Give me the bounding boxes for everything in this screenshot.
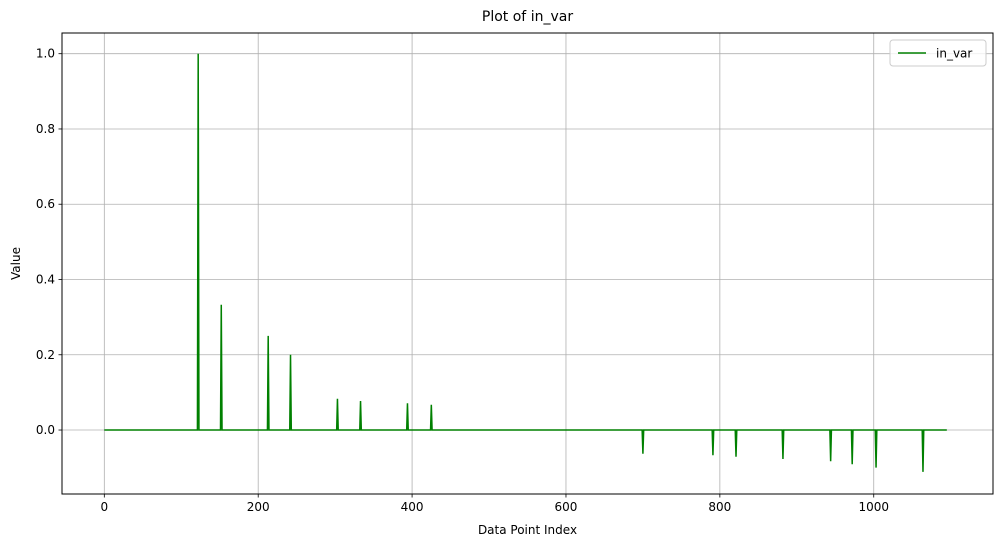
y-tick-label: 0.4 bbox=[36, 272, 55, 286]
data-point bbox=[922, 471, 923, 472]
plot-frame bbox=[61, 32, 994, 495]
x-tick-label: 200 bbox=[247, 500, 270, 514]
chart-title: Plot of in_var bbox=[482, 9, 573, 25]
x-tick-label: 0 bbox=[100, 500, 108, 514]
data-point bbox=[290, 354, 291, 355]
series-line-in-var bbox=[104, 53, 947, 472]
data-point bbox=[852, 464, 853, 465]
x-tick-label: 1000 bbox=[858, 500, 889, 514]
y-tick-label: 0.8 bbox=[36, 122, 55, 136]
data-point bbox=[735, 456, 736, 457]
data-point bbox=[337, 398, 338, 399]
data-point bbox=[712, 455, 713, 456]
y-tick-label: 0.6 bbox=[36, 197, 55, 211]
x-axis-ticks: 0 200 400 600 800 1000 bbox=[100, 494, 889, 514]
x-tick-label: 400 bbox=[401, 500, 424, 514]
data-point bbox=[782, 458, 783, 459]
data-point bbox=[198, 53, 199, 54]
data-point bbox=[642, 453, 643, 454]
x-tick-label: 800 bbox=[708, 500, 731, 514]
y-axis-label: Value bbox=[9, 247, 23, 280]
x-axis-label: Data Point Index bbox=[478, 523, 577, 537]
data-point bbox=[830, 461, 831, 462]
data-point bbox=[268, 335, 269, 336]
data-point bbox=[431, 404, 432, 405]
data-point bbox=[875, 467, 876, 468]
x-tick-label: 600 bbox=[555, 500, 578, 514]
legend-entry-in-var: in_var bbox=[936, 47, 972, 61]
legend: in_var bbox=[889, 39, 987, 67]
plot-series bbox=[104, 53, 947, 472]
legend-box bbox=[889, 39, 987, 67]
data-point bbox=[221, 304, 222, 305]
data-point bbox=[407, 403, 408, 404]
y-tick-label: 0.2 bbox=[36, 348, 55, 362]
y-axis-ticks: 0.0 0.2 0.4 0.6 0.8 1.0 bbox=[36, 47, 62, 437]
y-tick-label: 1.0 bbox=[36, 47, 55, 61]
data-point bbox=[360, 400, 361, 401]
y-tick-label: 0.0 bbox=[36, 423, 55, 437]
